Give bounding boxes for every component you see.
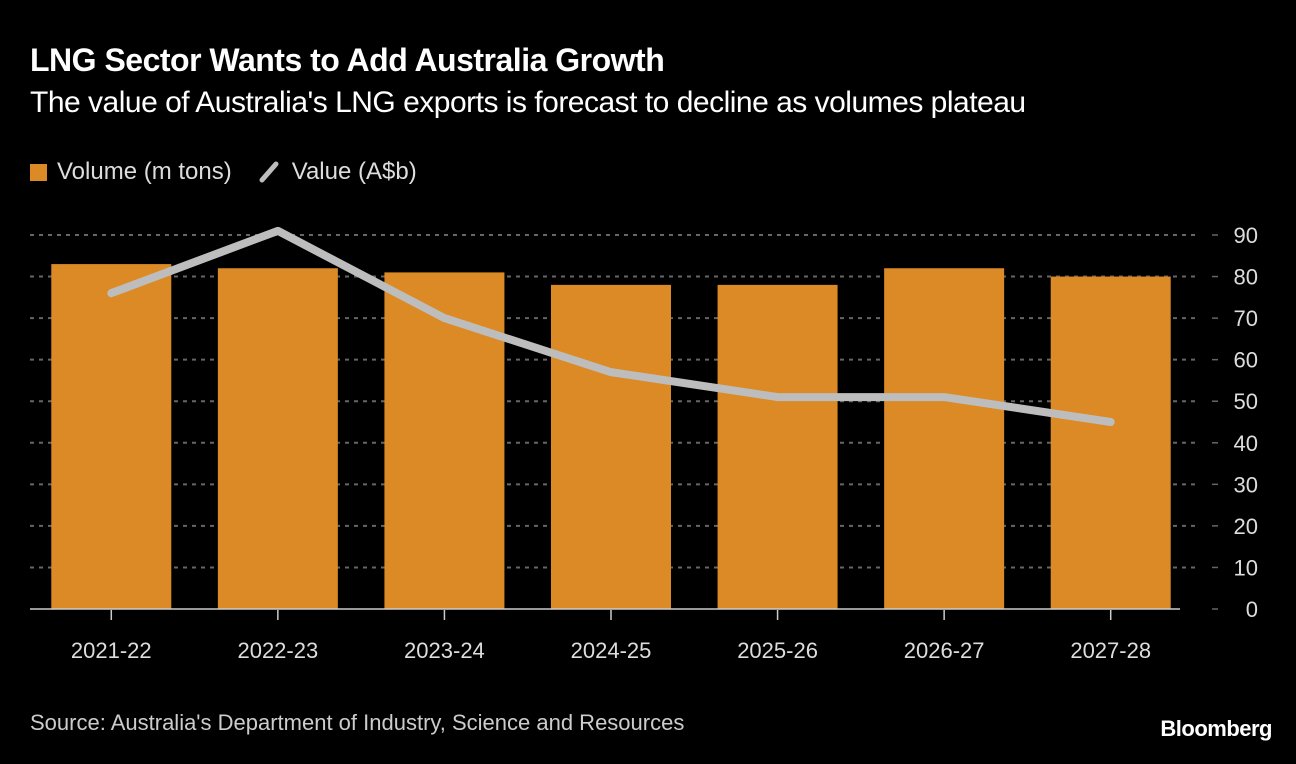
x-tick-label: 2024-25	[571, 638, 652, 663]
x-tick-label: 2027-28	[1070, 638, 1151, 663]
legend-item-value: Value (A$b)	[258, 158, 417, 186]
bar-volume	[551, 284, 671, 609]
chart-subtitle: The value of Australia's LNG exports is …	[30, 86, 1026, 119]
bars	[51, 264, 1171, 609]
bar-volume	[884, 268, 1005, 609]
x-tick-label: 2021-22	[71, 638, 152, 663]
bar-volume	[51, 264, 172, 609]
legend: Volume (m tons) Value (A$b)	[30, 158, 443, 186]
y-tick-label: 50	[1234, 389, 1258, 414]
value-line	[107, 226, 1115, 426]
x-tick-label: 2026-27	[904, 638, 985, 663]
legend-item-volume: Volume (m tons)	[30, 158, 232, 186]
y-tick-label: 70	[1234, 306, 1258, 331]
bar-volume	[1050, 276, 1171, 609]
y-tick-label: 80	[1234, 265, 1258, 290]
y-tick-label: 0	[1246, 597, 1258, 622]
y-tick-label: 40	[1234, 431, 1258, 456]
x-tick-label: 2023-24	[404, 638, 485, 663]
y-tick-label: 30	[1234, 472, 1258, 497]
bar-volume	[217, 268, 338, 609]
y-tick-label: 10	[1234, 555, 1258, 580]
legend-label-value: Value (A$b)	[291, 158, 417, 185]
x-tick-label: 2022-23	[237, 638, 318, 663]
bar-volume	[384, 272, 505, 609]
y-tick-label: 60	[1234, 348, 1258, 373]
y-axis: 0 10 20 30 40 50 60 70 80 90	[1212, 223, 1258, 622]
source-note: Source: Australia's Department of Indust…	[30, 710, 685, 735]
legend-label-volume: Volume (m tons)	[57, 158, 232, 185]
chart-title: LNG Sector Wants to Add Australia Growth	[30, 42, 665, 78]
legend-swatch-value	[259, 161, 279, 183]
y-tick-label: 20	[1234, 514, 1258, 539]
x-axis: 2021-22 2022-23 2023-24 2024-25 2025-26 2026-…	[30, 608, 1180, 663]
y-tick-label: 90	[1234, 223, 1258, 248]
bar-volume	[717, 284, 838, 609]
chart-plot: 0 10 20 30 40 50 60 70 80 90 2021-22 2022-23 2023-2…	[30, 223, 1258, 663]
legend-swatch-volume	[30, 163, 47, 181]
bloomberg-logo: Bloomberg	[1160, 716, 1272, 741]
x-tick-label: 2025-26	[737, 638, 818, 663]
